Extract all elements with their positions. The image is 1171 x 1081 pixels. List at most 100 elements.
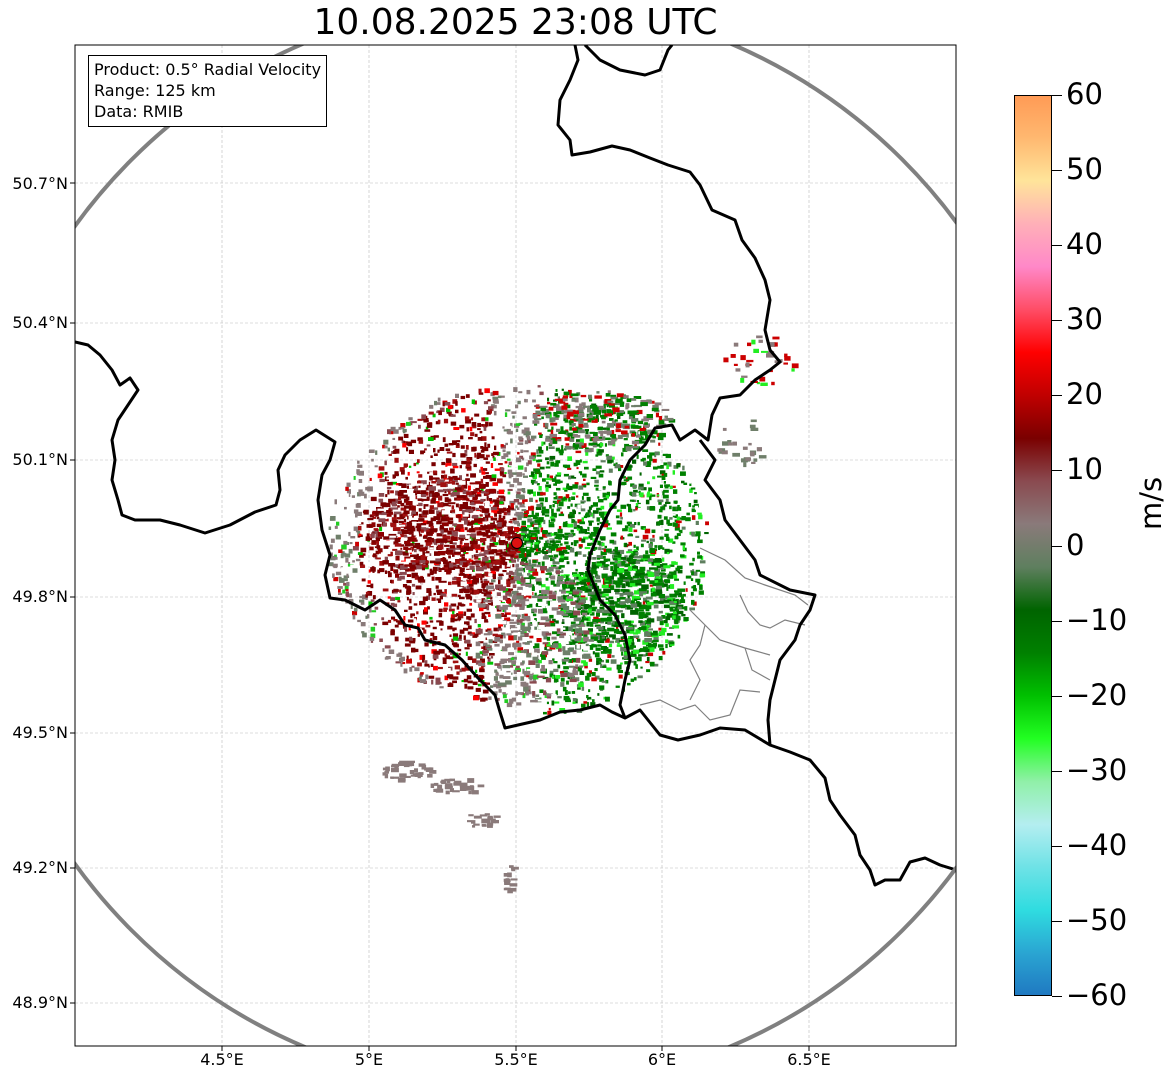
echo-pixel (527, 518, 533, 523)
echo-pixel (486, 600, 493, 603)
echo-pixel (560, 555, 564, 559)
echo-pixel (451, 481, 455, 485)
echo-pixel (501, 551, 505, 554)
echo-pixel (535, 551, 541, 554)
echo-pixel (522, 668, 525, 674)
echo-pixel (448, 443, 454, 446)
echo-pixel (598, 449, 604, 453)
echo-pixel (677, 634, 681, 639)
echo-pixel (436, 591, 443, 595)
echo-pixel (478, 674, 484, 678)
echo-pixel (676, 533, 681, 536)
echo-pixel (697, 551, 700, 555)
echo-pixel (598, 547, 602, 551)
echo-pixel (617, 549, 625, 554)
echo-pixel (391, 776, 399, 779)
echo-pixel (449, 488, 455, 492)
echo-pixel (562, 582, 568, 588)
echo-pixel (551, 675, 555, 679)
echo-pixel (557, 664, 561, 669)
echo-pixel (414, 617, 417, 620)
echo-pixel (652, 582, 661, 587)
echo-pixel (412, 592, 415, 596)
echo-pixel (602, 492, 607, 498)
echo-pixel (635, 552, 639, 555)
echo-pixel (444, 402, 451, 406)
echo-pixel (652, 404, 659, 410)
echo-pixel (571, 518, 575, 524)
echo-pixel (579, 665, 583, 668)
echo-pixel (692, 601, 697, 606)
echo-pixel (517, 507, 520, 510)
echo-pixel (480, 449, 485, 453)
echo-pixel (533, 491, 536, 497)
echo-pixel (665, 501, 671, 504)
echo-pixel (659, 484, 663, 488)
echo-pixel (481, 583, 486, 588)
echo-pixel (613, 569, 619, 575)
echo-pixel (524, 514, 528, 517)
echo-pixel (375, 550, 379, 555)
echo-pixel (491, 436, 495, 440)
echo-pixel (508, 474, 514, 477)
echo-pixel (384, 445, 388, 449)
echo-pixel (380, 627, 384, 632)
echo-pixel (411, 518, 417, 523)
echo-pixel (528, 559, 532, 565)
echo-pixel (669, 601, 677, 605)
echo-pixel (483, 642, 488, 646)
echo-pixel (640, 648, 646, 652)
echo-pixel (523, 573, 529, 578)
echo-pixel (554, 536, 561, 539)
echo-pixel (461, 556, 467, 560)
echo-pixel (615, 462, 618, 466)
echo-pixel (444, 490, 447, 494)
echo-pixel (674, 578, 679, 581)
echo-pixel (603, 403, 606, 408)
echo-pixel (542, 546, 547, 551)
echo-pixel (511, 614, 516, 617)
echo-pixel (448, 656, 454, 660)
echo-pixel (469, 633, 474, 636)
echo-pixel (477, 588, 483, 594)
echo-pixel (531, 482, 535, 485)
echo-pixel (415, 561, 420, 566)
echo-pixel (477, 683, 482, 687)
echo-pixel (458, 507, 463, 512)
echo-pixel (640, 402, 648, 407)
echo-pixel (641, 539, 647, 542)
echo-pixel (463, 678, 469, 683)
echo-pixel (646, 604, 652, 610)
echo-pixel (413, 603, 418, 606)
echo-pixel (543, 519, 546, 525)
echo-pixel (415, 556, 423, 560)
echo-pixel (561, 613, 569, 617)
echo-pixel (519, 504, 526, 508)
echo-pixel (545, 677, 552, 683)
echo-pixel (656, 582, 665, 587)
echo-pixel (381, 617, 385, 621)
echo-pixel (425, 560, 429, 564)
echo-pixel (693, 499, 698, 504)
echo-pixel (386, 510, 391, 514)
echo-pixel (547, 572, 554, 576)
echo-pixel (499, 620, 507, 625)
echo-pixel (610, 396, 618, 400)
echo-pixel (517, 451, 520, 455)
echo-pixel (627, 639, 633, 642)
echo-pixel (535, 536, 539, 541)
echo-pixel (502, 570, 507, 573)
echo-pixel (372, 530, 378, 535)
echo-pixel (404, 564, 411, 567)
echo-pixel (427, 573, 431, 577)
echo-pixel (557, 396, 560, 399)
echo-pixel (390, 522, 397, 528)
echo-pixel (335, 534, 341, 540)
echo-pixel (630, 415, 635, 419)
echo-pixel (571, 691, 576, 694)
echo-pixel (572, 484, 578, 489)
echo-pixel (626, 592, 634, 596)
echo-pixel (534, 552, 538, 556)
echo-pixel (470, 613, 475, 618)
echo-pixel (559, 589, 566, 592)
